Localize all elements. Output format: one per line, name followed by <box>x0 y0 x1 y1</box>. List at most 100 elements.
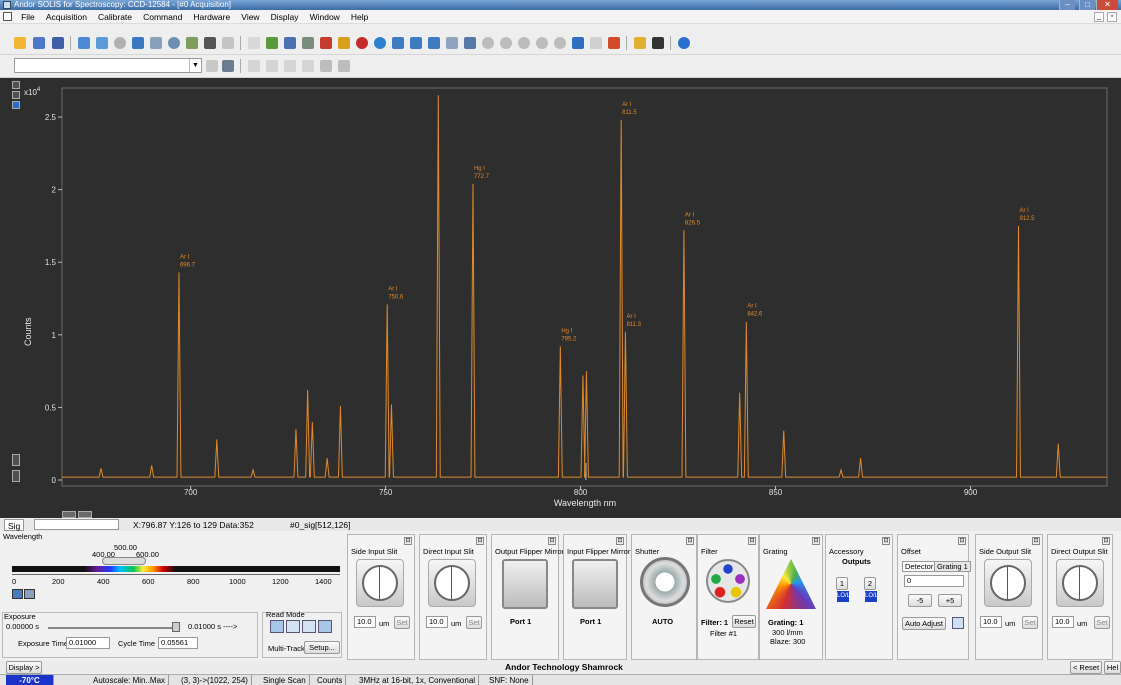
menu-display[interactable]: Display <box>270 12 299 22</box>
side-output-slit-field[interactable]: 10.0 <box>980 616 1002 628</box>
display-grid-icon[interactable] <box>266 37 278 49</box>
acquisition-mode-icon[interactable] <box>96 37 108 49</box>
undo-icon[interactable] <box>302 60 314 72</box>
read-mode-image-icon[interactable] <box>318 620 332 633</box>
mail-icon[interactable] <box>590 37 602 49</box>
direct-output-slit-field[interactable]: 10.0 <box>1052 616 1074 628</box>
filter-wheel-icon[interactable] <box>706 559 750 603</box>
temperature-status[interactable]: -70°C <box>6 675 54 685</box>
signal-select[interactable]: ▼ <box>14 58 202 73</box>
read-mode-fvb-icon[interactable] <box>270 620 284 633</box>
camera-icon[interactable] <box>572 37 584 49</box>
flipper-mirror-icon[interactable] <box>572 559 618 609</box>
open-icon[interactable] <box>14 37 26 49</box>
chevron-down-icon[interactable]: ▼ <box>189 59 201 72</box>
panel-collapse-icon[interactable]: ⊡ <box>616 537 624 545</box>
paste-icon[interactable] <box>284 60 296 72</box>
plot-checkbox-icon[interactable] <box>12 101 20 109</box>
flipper-mirror-icon[interactable] <box>502 559 548 609</box>
plot-4-icon[interactable] <box>446 37 458 49</box>
setup-button[interactable]: Setup... <box>304 641 340 654</box>
output-1-state[interactable]: LO/L <box>837 591 850 602</box>
sig-tab[interactable]: Sig <box>4 519 25 531</box>
scale-up-icon[interactable] <box>12 454 20 466</box>
cycle-time-field[interactable]: 0.05561 <box>158 637 198 649</box>
output-2-button[interactable]: 2 <box>864 577 876 590</box>
menu-calibrate[interactable]: Calibrate <box>98 12 133 22</box>
menu-command[interactable]: Command <box>143 12 183 22</box>
offset-value-field[interactable]: 0 <box>904 575 964 587</box>
find-icon[interactable] <box>320 60 332 72</box>
scale-down-icon[interactable] <box>12 470 20 482</box>
panel-collapse-icon[interactable]: ⊡ <box>404 537 412 545</box>
mdi-restore-button[interactable]: ▫ <box>1107 12 1117 22</box>
cut-icon[interactable] <box>248 60 260 72</box>
reset-button[interactable]: < Reset <box>1070 661 1102 674</box>
clock-icon[interactable] <box>482 37 494 49</box>
find-next-icon[interactable] <box>338 60 350 72</box>
crosshair-icon[interactable] <box>222 37 234 49</box>
panel-collapse-icon[interactable]: ⊡ <box>686 537 694 545</box>
wavelength-spectrum-bar[interactable] <box>12 566 340 572</box>
panel-collapse-icon[interactable]: ⊡ <box>476 537 484 545</box>
take-signal-icon[interactable] <box>132 37 144 49</box>
grating-icon[interactable] <box>766 559 816 609</box>
menu-help[interactable]: Help <box>350 12 369 22</box>
shutter-icon[interactable] <box>640 557 690 607</box>
plot-1-icon[interactable] <box>392 37 404 49</box>
window-icon[interactable] <box>652 37 664 49</box>
side-input-slit-field[interactable]: 10.0 <box>354 616 376 628</box>
plot-toggle-icon[interactable] <box>12 81 20 89</box>
direct-input-slit-field[interactable]: 10.0 <box>426 616 448 628</box>
export-icon[interactable] <box>222 60 234 72</box>
read-mode-multi-track-icon[interactable] <box>302 620 316 633</box>
stop-icon[interactable] <box>536 37 548 49</box>
maximize-button[interactable]: □ <box>1079 0 1095 10</box>
panel-collapse-icon[interactable]: ⊡ <box>1102 537 1110 545</box>
direct-input-slit-set-button[interactable]: Set <box>466 616 482 629</box>
zoom-icon[interactable] <box>248 37 260 49</box>
temperature-icon[interactable] <box>168 37 180 49</box>
grid-icon[interactable] <box>186 37 198 49</box>
spectrograph-icon[interactable] <box>150 37 162 49</box>
plot-2-icon[interactable] <box>410 37 422 49</box>
setup-acquisition-icon[interactable] <box>78 37 90 49</box>
auto-adjust-button[interactable]: Auto Adjust <box>902 617 946 630</box>
menu-file[interactable]: File <box>21 12 35 22</box>
minimize-button[interactable]: – <box>1059 0 1075 10</box>
panel-collapse-icon[interactable]: ⊡ <box>1032 537 1040 545</box>
mdi-minimize-button[interactable]: _ <box>1094 12 1104 22</box>
link-icon[interactable] <box>464 37 476 49</box>
histogram-icon[interactable] <box>608 37 620 49</box>
direct-output-slit-set-button[interactable]: Set <box>1094 616 1110 629</box>
exposure-slider-thumb[interactable] <box>172 622 180 632</box>
step-icon[interactable] <box>554 37 566 49</box>
rescale-icon[interactable] <box>302 37 314 49</box>
zoom-out-x-icon[interactable] <box>62 511 76 518</box>
spectrum-plot-area[interactable]: 0 0.5 1 1.5 2 2.5 700 750 800 850 900 x104 Counts… <box>0 78 1121 518</box>
close-button[interactable]: ✕ <box>1096 0 1118 10</box>
help-icon[interactable] <box>678 37 690 49</box>
play-icon[interactable] <box>500 37 512 49</box>
copy-icon[interactable] <box>266 60 278 72</box>
offset-minus-button[interactable]: -5 <box>908 594 932 607</box>
help-button[interactable]: Hel <box>1104 661 1121 674</box>
wavelength-range-handle[interactable] <box>102 557 146 565</box>
tab-detector[interactable]: Detector <box>902 561 937 572</box>
display-button[interactable]: Display > <box>6 661 42 674</box>
info-icon[interactable] <box>374 37 386 49</box>
tab-grating-1[interactable]: Grating 1 <box>934 561 971 572</box>
record-icon[interactable] <box>356 37 368 49</box>
palette-icon[interactable] <box>284 37 296 49</box>
side-input-slit-set-button[interactable]: Set <box>394 616 410 629</box>
image-icon[interactable] <box>204 37 216 49</box>
sig-name-field[interactable] <box>34 519 119 530</box>
panel-collapse-icon[interactable]: ⊡ <box>748 537 756 545</box>
offset-plus-button[interactable]: +5 <box>938 594 962 607</box>
wavelength-view-icon[interactable] <box>12 589 23 599</box>
zoom-in-x-icon[interactable] <box>78 511 92 518</box>
kinetics-icon[interactable] <box>338 37 350 49</box>
add-icon[interactable] <box>206 60 218 72</box>
panel-collapse-icon[interactable]: ⊡ <box>812 537 820 545</box>
filter-reset-button[interactable]: Reset <box>732 615 756 628</box>
